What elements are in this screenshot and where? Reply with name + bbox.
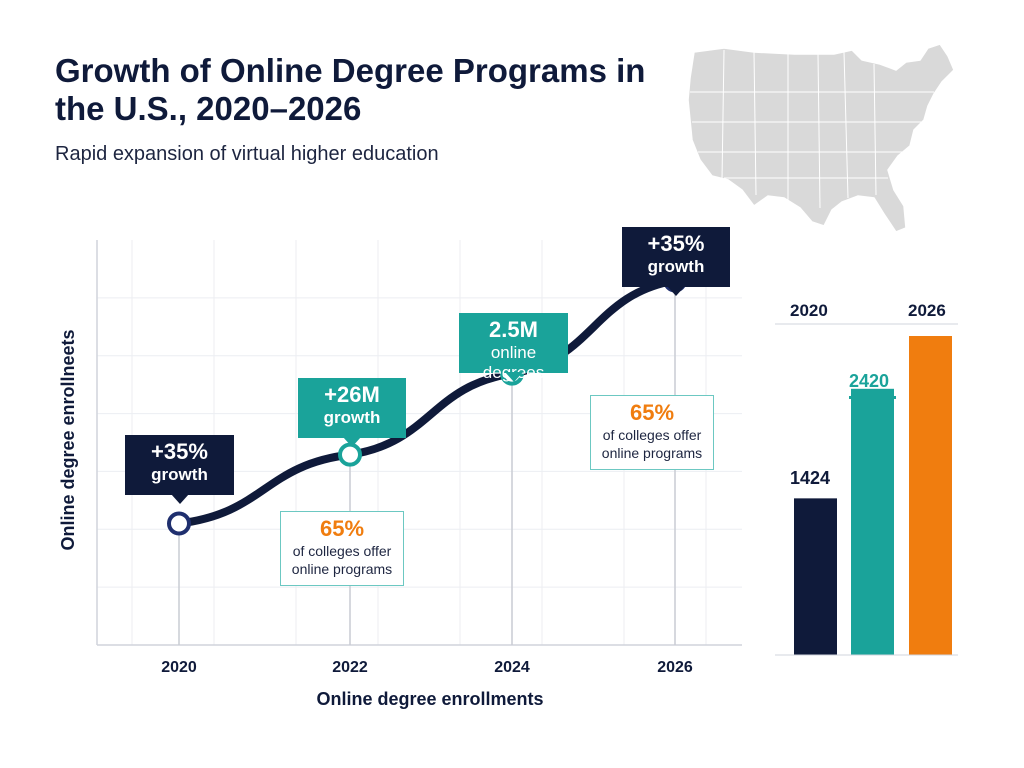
callout-2022-value: +26M [324,382,380,407]
callout-2026-pointer [667,286,685,296]
note-2022-value: 65% [319,516,365,541]
callout-2026-value: +35% [647,231,705,256]
callout-2024-value: 2.5M [489,317,538,342]
callout-2024-pointer [504,372,523,382]
bar-legend-label-2020: 2020 [790,301,828,320]
bar-data-label-2420: 2420 [849,371,889,391]
note-2022-text: of colleges offer online programs [291,543,393,577]
bar-chart [794,336,952,655]
note-2024-text: of colleges offer online programs [601,427,703,461]
bar-legend-label-2026: 2026 [908,301,946,320]
data-point-2020 [167,511,191,536]
bar-2 [851,388,894,655]
x-tick-label-2020: 2020 [161,659,197,676]
note-2024: 65% of colleges offer online programs [590,395,714,470]
note-2024-value: 65% [629,400,675,425]
bar-2-cap [849,396,896,399]
callout-2020-value: +35% [151,439,208,464]
callout-2026: +35% growth [622,227,730,296]
x-tick-label-2026: 2026 [657,659,693,676]
x-tick-label-2024: 2024 [494,659,530,676]
series-line [175,276,679,528]
usa-map-icon [687,43,955,233]
x-tick-label-2022: 2022 [332,659,368,676]
callout-2022-text: growth [323,408,381,427]
bar-data-label-1424: 1424 [790,468,830,488]
callout-2020: +35% growth [125,435,234,504]
callout-2026-text: growth [647,257,705,276]
callout-2020-text: growth [151,465,208,484]
note-2022: 65% of colleges offer online programs [280,511,404,586]
bar-3 [909,336,952,655]
x-axis-title: Online degree enrollments [316,689,543,709]
callout-2022: +26M growth [298,378,406,447]
y-axis-title: Online degree enrollneets [58,329,78,550]
data-point-2022 [338,442,362,467]
callout-2024: 2.5M online degrees [459,313,568,382]
bar-1 [794,498,837,655]
page-subtitle: Rapid expansion of virtual higher educat… [55,143,439,165]
page-title: Growth of Online Degree Programs in the … [55,52,646,127]
callout-2022-pointer [343,437,361,447]
callout-2020-pointer [170,494,189,504]
